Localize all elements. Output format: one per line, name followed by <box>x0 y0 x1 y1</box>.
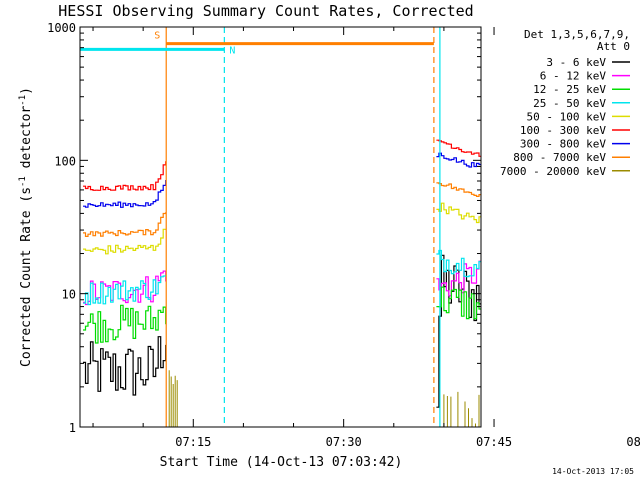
y-axis-label-sup1: -1 <box>18 176 28 187</box>
flag-label-f: F <box>510 82 516 93</box>
legend-label-2: 6 - 12 keV <box>540 70 607 83</box>
legend-title-2: Att 0 <box>597 40 630 53</box>
y-axis-label-c: ) <box>19 87 34 95</box>
flag-label-n: N <box>229 45 235 56</box>
x-tick-label-4: 08:00 <box>626 435 640 449</box>
series-line-3 <box>83 286 481 344</box>
series-line-5 <box>83 202 481 255</box>
legend-title-1: Det 1,3,5,6,7,9, <box>524 28 630 41</box>
y-axis-label-b: detector <box>19 106 34 177</box>
legend-label-8: 800 - 7000 keV <box>513 151 606 164</box>
y-tick-label-3: 100 <box>54 154 76 168</box>
series-7000-20000-spikes <box>168 370 480 427</box>
y-tick-label-4: 1000 <box>47 21 76 35</box>
footer-date: 14-Oct-2013 17:05 <box>552 467 634 476</box>
legend-label-9: 7000 - 20000 keV <box>500 165 606 178</box>
y-axis-label: Corrected Count Rate (s-1 detector-1) <box>18 87 34 367</box>
legend-label-4: 25 - 50 keV <box>533 97 606 110</box>
series-line-7 <box>83 152 481 208</box>
x-tick-label-3: 07:45 <box>476 435 512 449</box>
flag-label-s: S <box>154 31 160 42</box>
x-tick-label-2: 07:30 <box>326 435 362 449</box>
legend-label-7: 300 - 800 keV <box>520 138 606 151</box>
series-line-8 <box>83 182 481 237</box>
y-tick-label-2: 10 <box>62 288 76 302</box>
x-tick-label-1: 07:15 <box>175 435 211 449</box>
legend-label-5: 50 - 100 keV <box>527 110 607 123</box>
y-tick-label-1: 1 <box>69 421 76 435</box>
y-axis-label-sup2: -1 <box>18 95 28 106</box>
plot-frame <box>79 26 482 428</box>
x-axis-label: Start Time (14-Oct-13 07:03:42) <box>160 455 403 470</box>
chart-title: HESSI Observing Summary Count Rates, Cor… <box>58 2 473 20</box>
series-line-1 <box>83 254 481 408</box>
series-line-6 <box>83 139 481 191</box>
series-line-4 <box>83 249 481 306</box>
legend-label-1: 3 - 6 keV <box>546 56 606 69</box>
legend-label-3: 12 - 25 keV <box>533 83 606 96</box>
plot-content: S N F <box>80 27 516 427</box>
y-axis-label-a: Corrected Count Rate (s <box>19 187 34 367</box>
legend-label-6: 100 - 300 keV <box>520 124 606 137</box>
